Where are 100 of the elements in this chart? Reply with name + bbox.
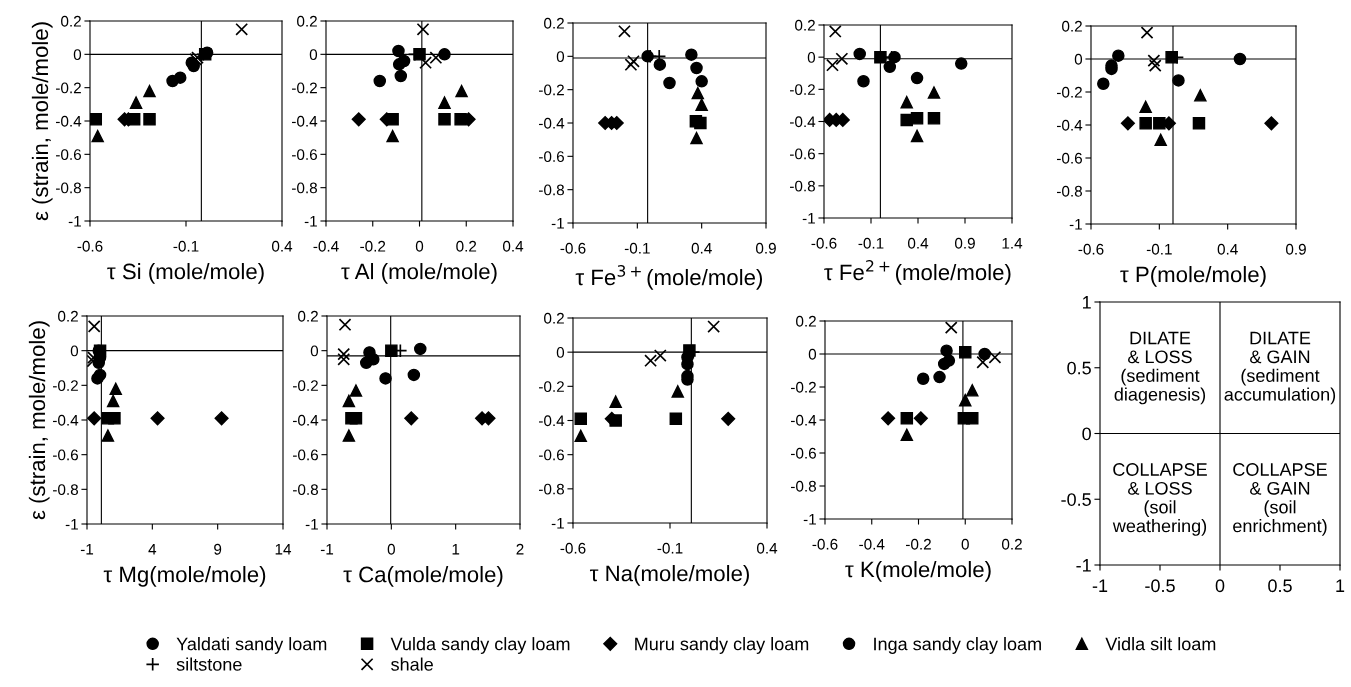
x-axis-title: τ Fe$^{3+}$(mole/mole) [575, 265, 763, 290]
y-tick-label: -0.8 [56, 182, 81, 194]
y-tick-label: -0.6 [293, 449, 318, 461]
y-tick-label: -0.2 [1057, 86, 1082, 98]
x-tick-label: 9 [214, 543, 222, 555]
x-tick-label: 4 [148, 544, 157, 555]
y-tick-label: 0 [1074, 53, 1083, 65]
x-axis-title: τ K(mole/mole) [845, 561, 991, 582]
x-tick-label: 0.4 [271, 240, 293, 252]
x-tick-label: 0.9 [1285, 243, 1306, 255]
y-tick-label: 0 [556, 347, 565, 358]
y-tick-label: 0 [309, 49, 318, 61]
y-tick-label: -0.4 [53, 414, 79, 426]
y-tick-label: 0.2 [795, 19, 815, 31]
y-tick-label: -0.6 [53, 449, 78, 461]
y-tick-label: 0.5 [1067, 361, 1091, 375]
x-axis-title: τ Fe$^{2+}$(mole/mole) [824, 260, 1011, 285]
y-tick-label: 0 [808, 348, 817, 360]
y-tick-label: -0.4 [292, 115, 318, 127]
x-tick-label: -1 [80, 544, 94, 555]
y-tick-label: 0 [1082, 427, 1091, 441]
x-tick-label: -0.1 [173, 240, 199, 252]
x-tick-label: -0.1 [858, 237, 884, 249]
x-tick-label: 1.4 [1002, 238, 1023, 249]
y-tick-label: -0.8 [1057, 185, 1082, 197]
y-tick-label: 0.2 [61, 15, 81, 27]
y-tick-label: -0.2 [293, 380, 318, 392]
y-tick-label: 0.2 [298, 310, 318, 322]
y-tick-label: -0.2 [539, 381, 564, 393]
x-axis-title: τ Mg(mole/mole) [103, 566, 266, 587]
y-tick-label: 0.2 [796, 315, 816, 327]
y-tick-label: 0 [556, 51, 565, 63]
x-tick-label: 0.4 [502, 240, 524, 252]
y-tick-label: -0.2 [539, 84, 564, 96]
x-axis-title: τ Na(mole/mole) [589, 565, 749, 586]
y-tick-label: -0.4 [539, 415, 565, 427]
y-tick-label: -0.6 [1057, 152, 1082, 164]
y-tick-label: -0.6 [56, 149, 81, 161]
y-tick-label: -1 [551, 218, 564, 229]
x-tick-label: 0.5 [1268, 579, 1292, 593]
y-tick-label: -1 [1069, 219, 1082, 230]
y-tick-label: -0.4 [791, 414, 817, 426]
y-tick-label: 0 [70, 345, 79, 357]
x-tick-label: 0.4 [691, 242, 712, 254]
x-tick-label: 0 [387, 543, 395, 555]
legend-label: Yaldati sandy loam [176, 637, 327, 654]
x-tick-label: 0.2 [1001, 538, 1022, 550]
x-tick-label: 14 [275, 544, 292, 555]
y-tick-label: 0 [310, 345, 319, 357]
y-tick-label: -1 [1076, 559, 1091, 572]
y-tick-label: -0.4 [539, 117, 565, 129]
y-tick-label: -0.6 [790, 148, 815, 160]
y-tick-label: -0.6 [539, 449, 564, 461]
y-tick-label: -0.2 [292, 82, 317, 94]
y-tick-label: -0.8 [539, 483, 564, 495]
x-tick-label: 0.4 [756, 542, 778, 554]
x-tick-label: -0.5 [1145, 579, 1175, 593]
x-tick-label: 0.9 [755, 242, 776, 254]
x-tick-label: 0 [415, 240, 424, 252]
legend-label: Muru sandy clay loam [635, 637, 809, 654]
x-tick-label: -0.4 [859, 538, 885, 550]
x-tick-label: -1 [1092, 579, 1108, 592]
y-tick-label: -0.6 [791, 447, 816, 459]
y-tick-label: -0.6 [292, 149, 317, 161]
x-tick-label: 1 [1336, 579, 1345, 592]
x-axis-title: τ Si (mole/mole) [107, 263, 264, 284]
x-axis-title: τ Al (mole/mole) [341, 263, 497, 284]
legend-label: Inga sandy clay loam [874, 637, 1041, 654]
annotation: COLLAPSE & GAIN (soil enrichment) [1233, 463, 1327, 536]
y-tick-label: 0 [807, 52, 816, 63]
y-tick-label: -1 [68, 216, 81, 227]
legend-label: Vidla silt loam [1105, 637, 1216, 651]
y-tick-label: -1 [304, 216, 317, 227]
y-tick-label: -0.5 [1061, 493, 1091, 506]
y-tick-label: 0 [73, 49, 82, 61]
y-tick-label: -0.2 [53, 380, 78, 392]
y-tick-label: -0.8 [53, 484, 78, 496]
x-axis-title: τ P(mole/mole) [1120, 266, 1266, 287]
annotation: DILATE & GAIN (sediment accumulation) [1224, 331, 1336, 405]
x-tick-label: -0.1 [624, 242, 650, 254]
y-tick-label: -0.4 [790, 116, 816, 128]
y-axis-title: ε (strain, mole/mole) [28, 321, 50, 520]
x-tick-label: 0 [1215, 579, 1225, 593]
y-tick-label: -1 [802, 213, 815, 224]
y-tick-label: 0.2 [1062, 20, 1082, 32]
y-tick-label: 0.2 [544, 17, 564, 29]
y-tick-label: -0.8 [790, 180, 815, 192]
legend-label: shale [391, 657, 433, 671]
y-tick-label: -1 [65, 519, 78, 530]
x-tick-label: 1 [452, 544, 460, 555]
y-tick-label: 1 [1083, 296, 1091, 309]
y-tick-label: -1 [305, 519, 318, 530]
y-tick-label: 0.2 [544, 312, 564, 324]
x-tick-label: 2 [516, 543, 524, 555]
x-tick-label: -0.2 [906, 538, 931, 550]
y-tick-label: -0.2 [791, 381, 816, 393]
y-tick-label: 0.2 [297, 15, 317, 27]
legend-label: Vulda sandy clay loam [390, 637, 570, 654]
x-tick-label: 0.4 [907, 237, 929, 249]
y-tick-label: -0.4 [293, 414, 319, 426]
